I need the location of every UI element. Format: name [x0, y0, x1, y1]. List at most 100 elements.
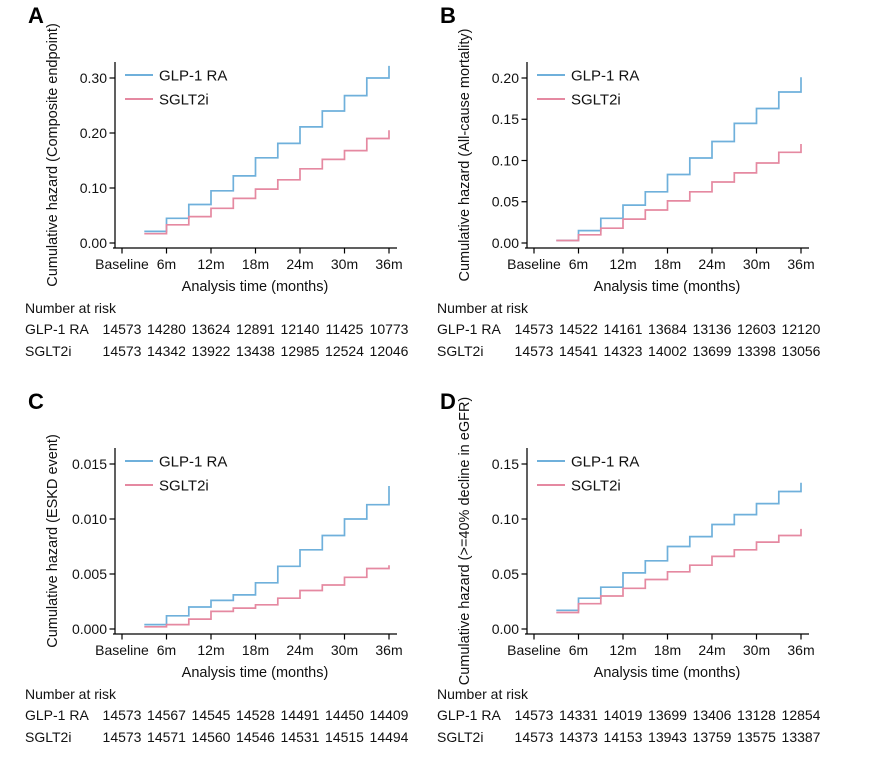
risk-table-header: Number at risk [25, 300, 117, 316]
x-tick-label: 36m [787, 642, 814, 658]
x-axis-label: Analysis time (months) [594, 665, 741, 681]
panel-b: B Cumulative hazard (All-cause mortality… [412, 0, 858, 385]
risk-value: 14528 [236, 707, 275, 723]
curve-glp-1-ra [556, 482, 802, 612]
x-tick-label: 30m [743, 642, 770, 658]
x-tick-label: 18m [654, 642, 681, 658]
y-tick-label: 0.30 [80, 70, 107, 86]
x-tick-label: Baseline [95, 642, 149, 658]
y-tick-label: 0.015 [72, 456, 107, 472]
risk-value: 14450 [325, 707, 364, 723]
risk-value: 14571 [147, 729, 186, 745]
risk-value: 14531 [280, 729, 320, 745]
curve-sglt2i [144, 565, 390, 628]
y-tick-label: 0.00 [80, 235, 107, 251]
risk-value: 14573 [102, 729, 142, 745]
x-tick-label: 36m [375, 642, 402, 658]
risk-value: 14153 [603, 729, 643, 745]
panel-a: A Cumulative hazard (Composite endpoint)… [0, 0, 446, 385]
risk-row-label: GLP-1 RA [437, 321, 501, 337]
x-tick-label: 12m [197, 256, 224, 272]
panel-b-chart: Cumulative hazard (All-cause mortality) 0… [457, 28, 815, 295]
legend-label: SGLT2i [159, 91, 209, 108]
legend-label: GLP-1 RA [159, 67, 227, 84]
legend-label: GLP-1 RA [571, 67, 639, 84]
risk-value: 13128 [737, 707, 776, 723]
x-tick-label: 18m [242, 642, 269, 658]
risk-value: 12120 [781, 321, 821, 337]
x-tick-label: 24m [286, 256, 313, 272]
x-tick-label: 36m [787, 256, 814, 272]
panel-a-chart: Cumulative hazard (Composite endpoint) 0.… [45, 23, 403, 295]
x-tick-label: 6m [157, 642, 176, 658]
risk-value: 12891 [236, 321, 275, 337]
panel-c-chart: Cumulative hazard (ESKD event) 0.000 0.005… [45, 434, 403, 681]
risk-value: 13136 [692, 321, 732, 337]
curve-glp-1-ra [144, 65, 390, 233]
risk-value: 14560 [191, 729, 231, 745]
risk-value: 13922 [191, 343, 231, 359]
risk-value: 12046 [369, 343, 409, 359]
risk-value: 14573 [514, 729, 554, 745]
risk-value: 14373 [559, 729, 598, 745]
panel-d: D Cumulative hazard (>=40% decline in eG… [412, 386, 858, 771]
x-tick-label: 6m [157, 256, 176, 272]
risk-value: 12854 [781, 707, 821, 723]
risk-value: 14567 [147, 707, 186, 723]
risk-value: 14409 [369, 707, 409, 723]
x-tick-label: 12m [609, 642, 636, 658]
y-tick-label: 0.10 [80, 180, 107, 196]
risk-value: 14161 [603, 321, 643, 337]
risk-value: 14342 [147, 343, 186, 359]
risk-value: 14323 [603, 343, 643, 359]
y-tick-label: 0.00 [492, 621, 519, 637]
risk-value: 14491 [280, 707, 320, 723]
y-tick-label: 0.005 [72, 566, 107, 582]
y-tick-label: 0.010 [72, 511, 107, 527]
risk-table-header: Number at risk [25, 686, 117, 702]
risk-value: 14573 [102, 707, 142, 723]
panel-d-chart: Cumulative hazard (>=40% decline in eGFR… [457, 397, 815, 686]
x-tick-label: 6m [569, 642, 588, 658]
risk-value: 14573 [514, 321, 554, 337]
y-axis-label: Cumulative hazard (>=40% decline in eGFR… [457, 397, 473, 686]
x-tick-label: 30m [331, 642, 358, 658]
y-axis-label: Cumulative hazard (ESKD event) [45, 434, 61, 648]
y-tick-label: 0.20 [80, 125, 107, 141]
x-tick-label: 18m [242, 256, 269, 272]
y-tick-label: 0.20 [492, 70, 519, 86]
risk-row-label: GLP-1 RA [25, 321, 89, 337]
y-tick-label: 0.000 [72, 621, 107, 637]
x-tick-label: Baseline [95, 256, 149, 272]
x-tick-label: 24m [286, 642, 313, 658]
risk-table-header: Number at risk [437, 686, 529, 702]
risk-value: 13056 [781, 343, 821, 359]
risk-value: 14573 [102, 343, 142, 359]
curve-glp-1-ra [144, 486, 390, 626]
x-tick-label: 30m [331, 256, 358, 272]
risk-value: 14280 [147, 321, 186, 337]
risk-value: 14541 [559, 343, 598, 359]
curve-sglt2i [556, 528, 802, 614]
panel-letter-c: C [28, 389, 45, 414]
risk-value: 13438 [236, 343, 275, 359]
x-tick-label: 12m [609, 256, 636, 272]
x-tick-label: 30m [743, 256, 770, 272]
risk-row-label: SGLT2i [437, 343, 484, 359]
risk-value: 13699 [692, 343, 732, 359]
risk-value: 12985 [280, 343, 320, 359]
x-tick-label: 18m [654, 256, 681, 272]
risk-value: 10773 [369, 321, 409, 337]
y-tick-label: 0.05 [492, 194, 519, 210]
x-axis-label: Analysis time (months) [182, 279, 329, 295]
risk-value: 14573 [514, 343, 554, 359]
risk-row-label: SGLT2i [25, 343, 72, 359]
y-tick-label: 0.15 [492, 111, 519, 127]
risk-value: 14019 [603, 707, 643, 723]
risk-value: 11425 [325, 321, 364, 337]
legend-label: SGLT2i [571, 91, 621, 108]
x-tick-label: 6m [569, 256, 588, 272]
curve-sglt2i [556, 144, 802, 242]
risk-value: 13943 [648, 729, 687, 745]
